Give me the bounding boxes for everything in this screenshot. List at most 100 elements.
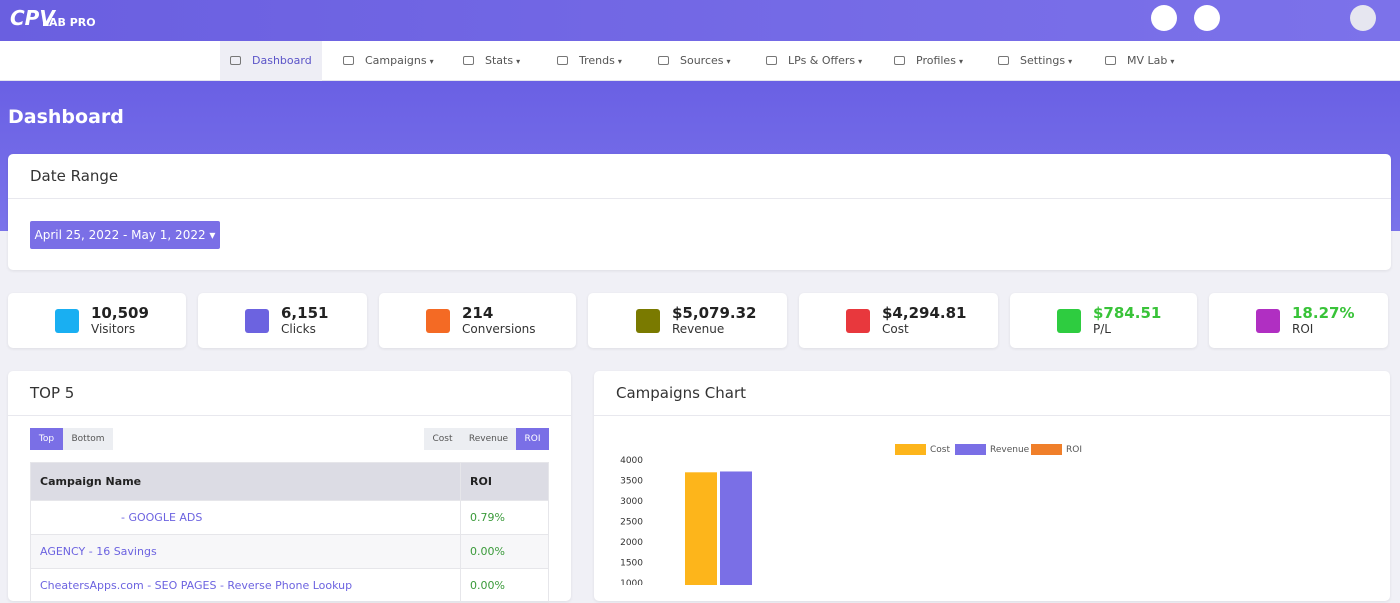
nav-icon (463, 56, 474, 65)
legend-swatch (955, 444, 986, 455)
logo[interactable]: CPV (10, 6, 55, 30)
roi-cell: 0.79% (460, 500, 549, 535)
nav-icon (894, 56, 905, 65)
stat-value: 10,509 (91, 304, 149, 322)
bar (685, 472, 717, 585)
nav-bar: Dashboard Campaigns ▾ Stats ▾ Trends ▾ Sources ▾… (0, 41, 1400, 81)
nav-icon (998, 56, 1009, 65)
top5-table: Campaign Name ROI - GOOGLE ADS 0.79% AGENC… (30, 462, 549, 603)
campaign-link[interactable]: CheatersApps.com - SEO PAGES - Reverse P… (30, 568, 461, 603)
caret: ▾ (429, 57, 434, 66)
caret: ▾ (1068, 57, 1073, 66)
y-tick-label: 2000 (620, 538, 643, 548)
nav-label: Trends (579, 54, 615, 67)
metric-button[interactable]: Cost (424, 428, 461, 450)
card-title: Campaigns Chart (616, 384, 746, 402)
stat-icon (636, 309, 660, 333)
stat-value: $5,079.32 (672, 304, 757, 322)
legend-swatch (895, 444, 926, 455)
date-range-text: April 25, 2022 - May 1, 2022 (34, 228, 206, 242)
nav-item[interactable]: MV Lab ▾ (1095, 41, 1184, 81)
stat-card: 214 Conversions (379, 293, 576, 348)
campaign-link[interactable]: AGENCY - 16 Savings (30, 534, 461, 569)
toggle-button[interactable]: Bottom (63, 428, 113, 450)
metric-button[interactable]: Revenue (461, 428, 516, 450)
nav-item[interactable]: LPs & Offers ▾ (756, 41, 872, 81)
nav-label: Dashboard (252, 54, 312, 67)
y-tick-label: 2500 (620, 518, 643, 528)
card-title: Date Range (30, 167, 119, 185)
y-tick-label: 1500 (620, 559, 643, 569)
table-header: ROI (460, 462, 549, 501)
stat-icon (55, 309, 79, 333)
top-bar: CPV LAB PRO (0, 0, 1400, 41)
nav-label: Campaigns (365, 54, 427, 67)
fullscreen-button[interactable] (1194, 5, 1220, 31)
toggle-button[interactable]: Top (30, 428, 63, 450)
nav-icon (1105, 56, 1116, 65)
stat-icon (1057, 309, 1081, 333)
card-title: TOP 5 (30, 384, 75, 402)
nav-icon (230, 56, 241, 65)
stat-icon (1256, 309, 1280, 333)
stat-value: 18.27% (1292, 304, 1355, 322)
y-tick-label: 3000 (620, 497, 643, 507)
nav-icon (343, 56, 354, 65)
caret: ▾ (516, 57, 521, 66)
stat-label: ROI (1292, 322, 1314, 336)
stat-label: Revenue (672, 322, 725, 336)
roi-cell: 0.00% (460, 534, 549, 569)
nav-item[interactable]: Profiles ▾ (884, 41, 973, 81)
campaigns-chart: 1000 1500 2000 2500 3000 3500 4000 Cost Revenue R… (620, 444, 1082, 585)
stat-value: 6,151 (281, 304, 329, 322)
stat-icon (426, 309, 450, 333)
nav-label: Settings (1020, 54, 1066, 67)
stat-value: $784.51 (1093, 304, 1162, 322)
nav-label: Stats (485, 54, 514, 67)
stat-label: Cost (882, 322, 909, 336)
nav-label: LPs & Offers (788, 54, 856, 67)
nav-item[interactable]: Campaigns ▾ (333, 41, 444, 81)
logo-sub: LAB PRO (42, 16, 96, 29)
nav-item[interactable]: Settings ▾ (988, 41, 1082, 81)
nav-item[interactable]: Trends ▾ (547, 41, 632, 81)
user-avatar[interactable] (1350, 5, 1376, 31)
stat-card: 6,151 Clicks (198, 293, 367, 348)
stat-card: 18.27% ROI (1209, 293, 1388, 348)
legend-label: ROI (1066, 445, 1082, 455)
nav-label: MV Lab (1127, 54, 1168, 67)
nav-item[interactable]: Stats ▾ (453, 41, 530, 81)
legend-label: Revenue (990, 445, 1030, 455)
caret: ▾ (617, 57, 622, 66)
nav-item[interactable]: Dashboard (220, 41, 322, 81)
stat-card: 10,509 Visitors (8, 293, 186, 348)
metric-button[interactable]: ROI (516, 428, 549, 450)
date-range-card: Date Range April 25, 2022 - May 1, 2022 … (8, 154, 1391, 270)
bar (720, 471, 752, 585)
stat-label: Visitors (91, 322, 136, 336)
dark-mode-button[interactable] (1151, 5, 1177, 31)
stat-label: Conversions (462, 322, 536, 336)
table-header: Campaign Name (30, 462, 461, 501)
campaign-link[interactable]: - GOOGLE ADS (30, 500, 461, 535)
stat-card: $4,294.81 Cost (799, 293, 998, 348)
top5-card: TOP 5 Top Bottom Cost Revenue ROI Campai… (8, 371, 571, 603)
y-tick-label: 4000 (620, 456, 643, 466)
nav-item[interactable]: Sources ▾ (648, 41, 741, 81)
roi-cell: 0.00% (460, 568, 549, 603)
caret: ▾ (858, 57, 863, 66)
stat-card: $784.51 P/L (1010, 293, 1197, 348)
nav-icon (658, 56, 669, 65)
nav-label: Profiles (916, 54, 956, 67)
caret: ▾ (726, 57, 731, 66)
stat-label: P/L (1093, 322, 1111, 336)
y-tick-label: 3500 (620, 477, 643, 487)
stat-value: $4,294.81 (882, 304, 967, 322)
page-title: Dashboard (8, 106, 124, 128)
date-range-button[interactable]: April 25, 2022 - May 1, 2022 ▾ (30, 221, 220, 249)
y-tick-label: 1000 (620, 579, 643, 585)
caret: ▾ (958, 57, 963, 66)
nav-icon (557, 56, 568, 65)
stat-label: Clicks (281, 322, 316, 336)
